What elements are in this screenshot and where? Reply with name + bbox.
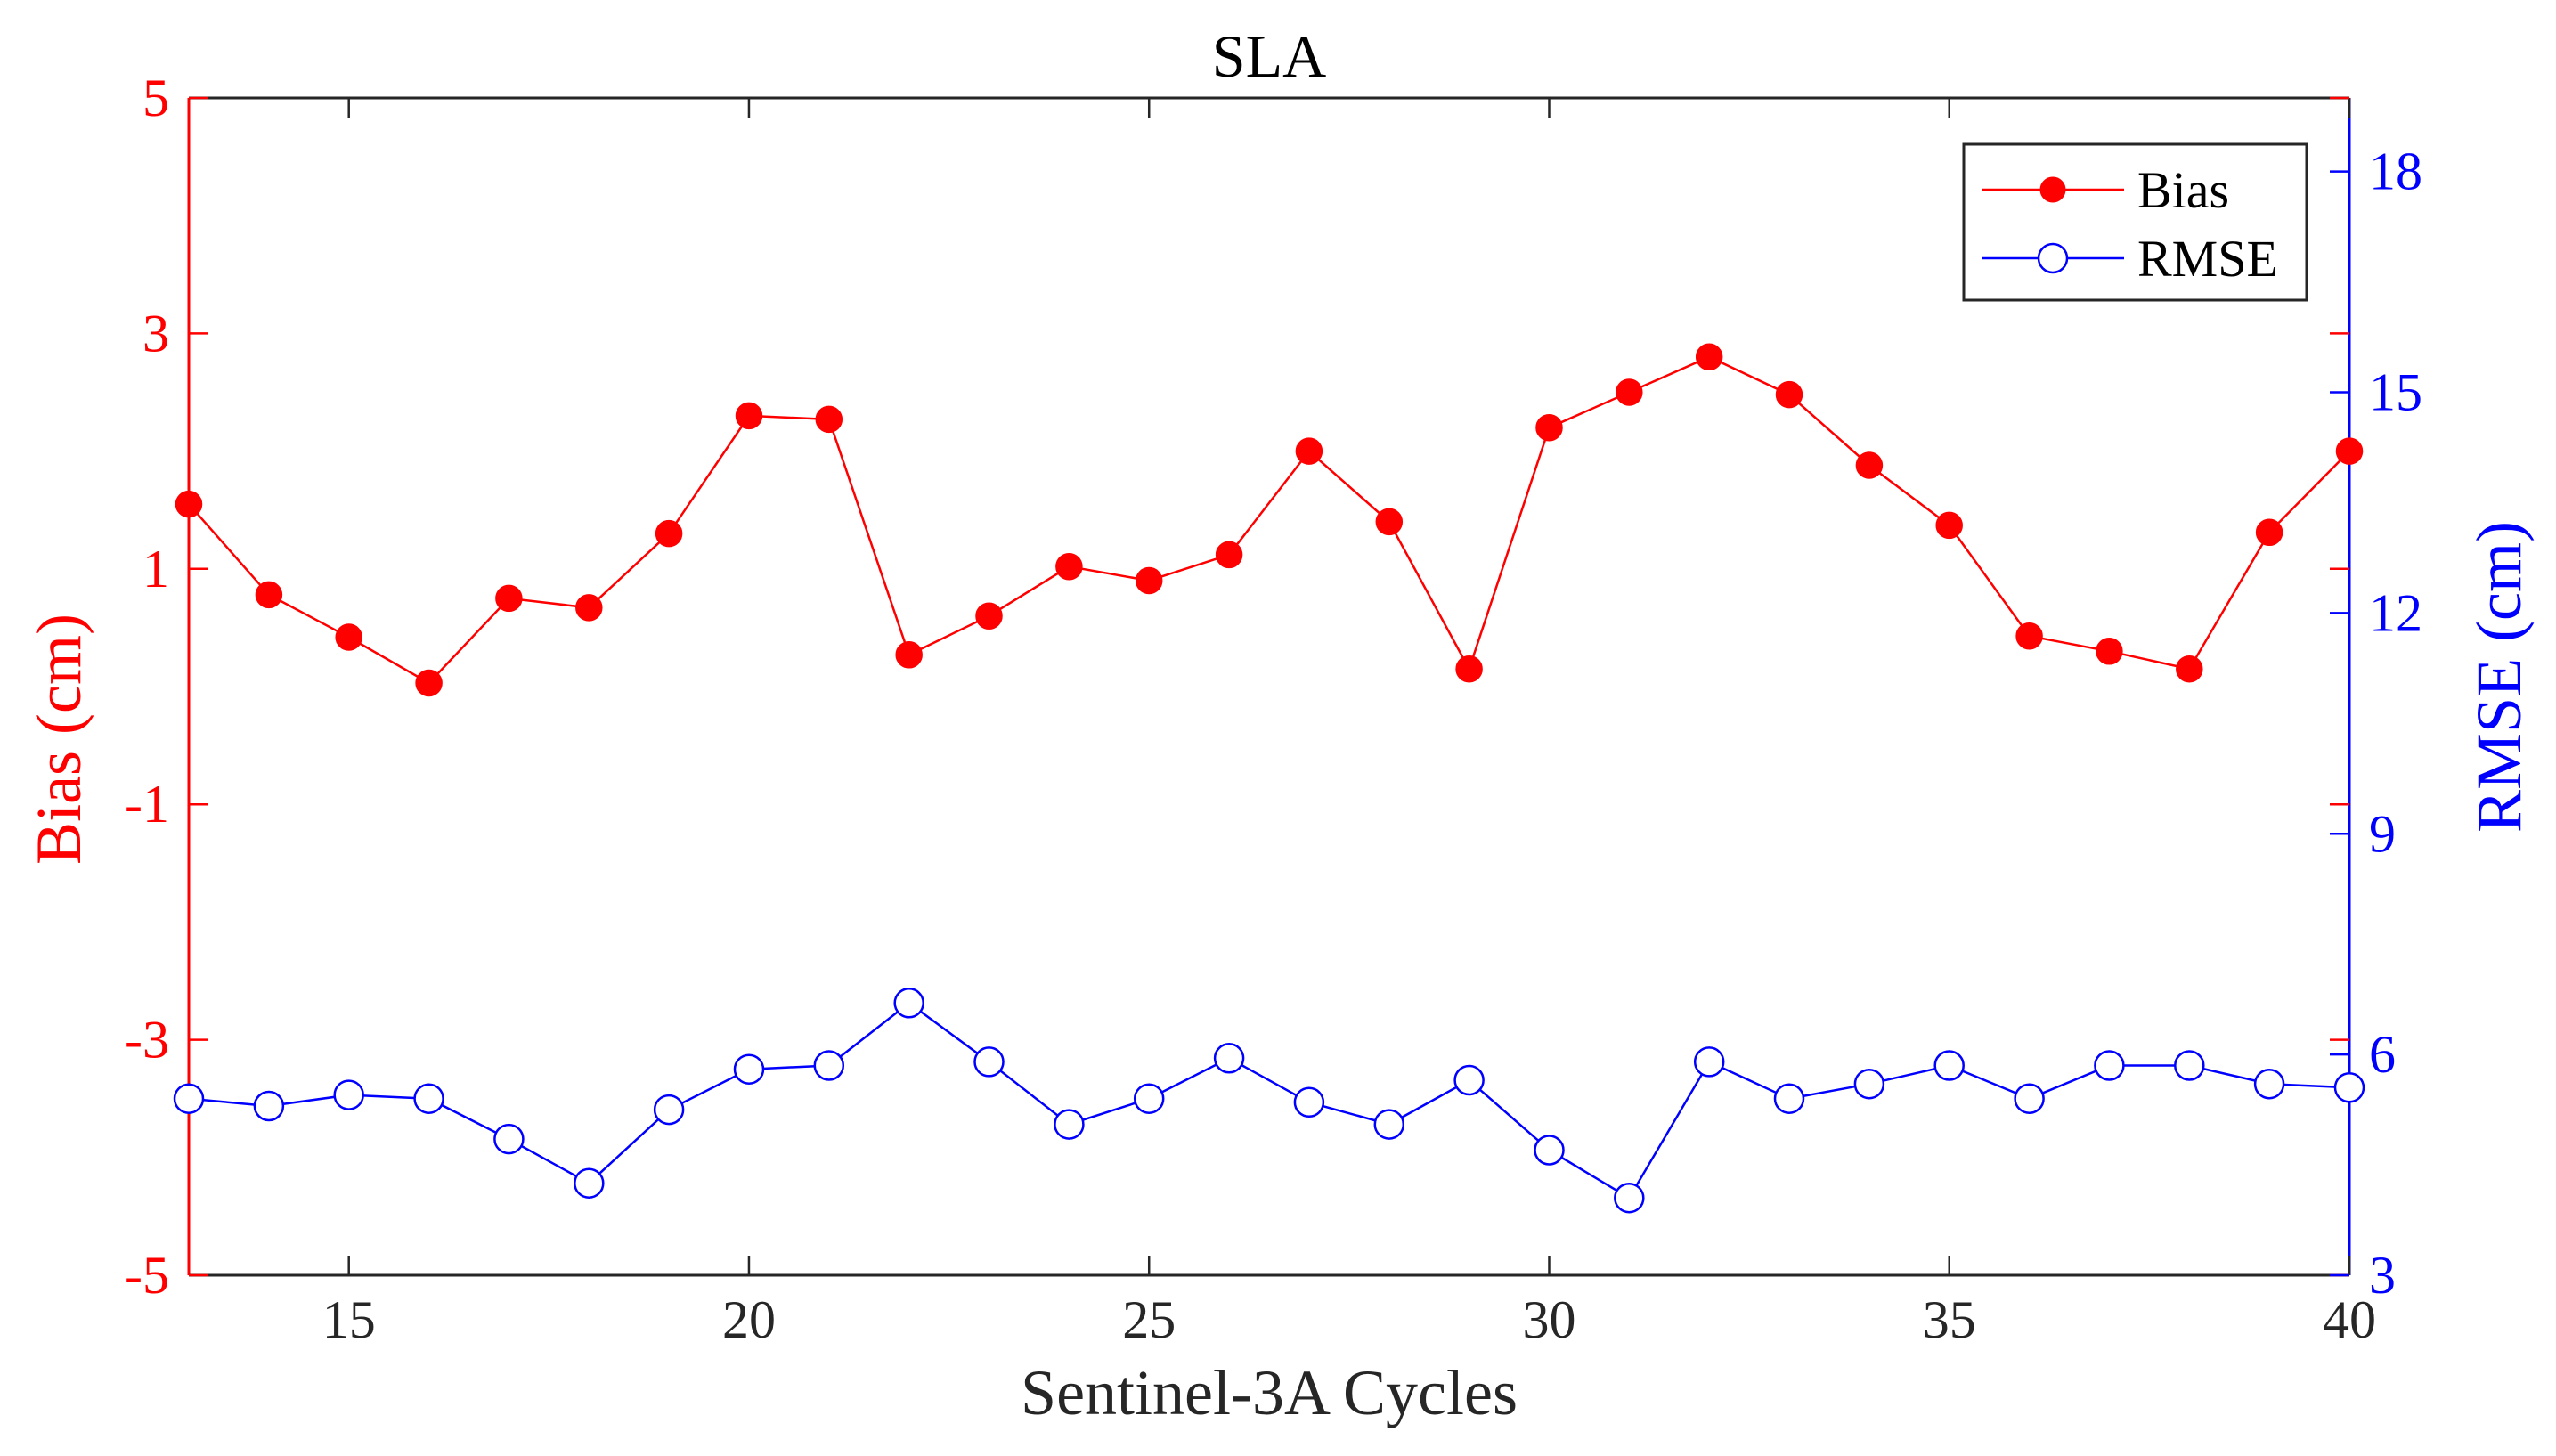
point-bias-24 <box>1055 552 1083 581</box>
point-bias-14 <box>255 581 283 609</box>
point-rmse-37 <box>2094 1050 2125 1081</box>
point-bias-37 <box>2096 638 2123 665</box>
point-bias-18 <box>575 594 603 622</box>
x-tick-label-35: 35 <box>1923 1290 1976 1349</box>
point-bias-34 <box>1855 451 1884 479</box>
point-bias-38 <box>2176 655 2203 683</box>
point-bias-32 <box>1695 343 1723 371</box>
point-bias-27 <box>1295 437 1323 465</box>
y-tick-label-right-9: 9 <box>2369 804 2396 863</box>
point-rmse-31 <box>1614 1182 1645 1214</box>
y-tick-label-left--3: -3 <box>125 1011 169 1070</box>
y-tick-label-right-12: 12 <box>2369 583 2422 642</box>
point-rmse-18 <box>574 1167 605 1199</box>
point-rmse-38 <box>2174 1050 2205 1081</box>
point-rmse-34 <box>1853 1068 1885 1100</box>
point-bias-36 <box>2015 622 2043 650</box>
point-bias-17 <box>495 584 523 613</box>
point-rmse-24 <box>1054 1109 1085 1140</box>
point-rmse-26 <box>1213 1043 1245 1074</box>
y-axis-label-left: Bias (cm) <box>23 614 94 865</box>
point-rmse-27 <box>1293 1086 1325 1118</box>
point-bias-25 <box>1135 566 1163 595</box>
point-rmse-33 <box>1773 1083 1805 1114</box>
legend-bias-label: Bias <box>2137 161 2229 219</box>
point-rmse-20 <box>733 1053 765 1085</box>
legend-box <box>1962 142 2308 302</box>
y-tick-label-right-18: 18 <box>2369 142 2422 201</box>
x-tick-label-30: 30 <box>1522 1290 1575 1349</box>
point-rmse-28 <box>1373 1109 1405 1140</box>
point-bias-30 <box>1535 413 1563 442</box>
point-bias-31 <box>1616 378 1643 406</box>
point-rmse-35 <box>1933 1050 1965 1081</box>
point-bias-29 <box>1455 655 1483 683</box>
point-bias-21 <box>815 405 843 434</box>
y-tick-label-left-5: 5 <box>142 69 169 127</box>
point-bias-15 <box>335 623 362 651</box>
chart-title: SLA <box>1212 22 1326 90</box>
point-rmse-32 <box>1693 1046 1725 1078</box>
point-bias-22 <box>895 641 923 669</box>
point-bias-20 <box>735 402 763 430</box>
y-axis-label-right: RMSE (cm) <box>2463 521 2535 833</box>
point-bias-39 <box>2255 518 2283 547</box>
y-tick-label-right-6: 6 <box>2369 1025 2396 1084</box>
y-tick-label-right-15: 15 <box>2369 363 2422 422</box>
point-bias-40 <box>2335 437 2364 465</box>
point-rmse-17 <box>493 1123 525 1155</box>
y-tick-label-left-1: 1 <box>142 540 169 598</box>
y-tick-label-left--5: -5 <box>125 1246 169 1305</box>
point-bias-16 <box>415 669 443 697</box>
point-rmse-15 <box>333 1079 364 1110</box>
series-line-rmse <box>188 1001 2350 1200</box>
x-tick-label-40: 40 <box>2323 1290 2376 1349</box>
point-rmse-19 <box>653 1094 685 1126</box>
legend: Bias RMSE <box>1962 142 2308 302</box>
point-bias-19 <box>655 519 683 548</box>
point-rmse-39 <box>2253 1068 2285 1100</box>
x-tick-label-20: 20 <box>722 1290 776 1349</box>
point-bias-28 <box>1375 508 1404 536</box>
legend-rmse-label: RMSE <box>2137 230 2278 288</box>
series-line-bias <box>188 355 2350 685</box>
point-rmse-16 <box>413 1083 444 1114</box>
legend-bias-marker <box>2039 176 2066 203</box>
x-axis-label: Sentinel-3A Cycles <box>1021 1357 1518 1428</box>
legend-rmse-marker <box>2037 242 2069 274</box>
point-rmse-36 <box>2014 1083 2045 1114</box>
point-bias-26 <box>1215 541 1243 569</box>
point-rmse-40 <box>2333 1072 2365 1103</box>
point-rmse-14 <box>253 1090 285 1122</box>
point-bias-23 <box>975 602 1003 630</box>
x-tick-label-15: 15 <box>322 1290 376 1349</box>
point-rmse-29 <box>1453 1064 1485 1096</box>
point-rmse-13 <box>173 1083 205 1114</box>
y-tick-label-right-3: 3 <box>2369 1246 2396 1305</box>
point-bias-33 <box>1775 380 1803 409</box>
point-bias-13 <box>175 490 203 518</box>
y-tick-label-left-3: 3 <box>142 304 169 362</box>
point-rmse-30 <box>1534 1135 1565 1166</box>
x-tick-label-25: 25 <box>1122 1290 1176 1349</box>
point-bias-35 <box>1935 511 1963 540</box>
point-rmse-23 <box>973 1046 1005 1078</box>
y-tick-label-left--1: -1 <box>125 775 169 834</box>
point-rmse-25 <box>1133 1083 1165 1114</box>
point-rmse-22 <box>893 988 924 1019</box>
point-rmse-21 <box>813 1050 845 1081</box>
